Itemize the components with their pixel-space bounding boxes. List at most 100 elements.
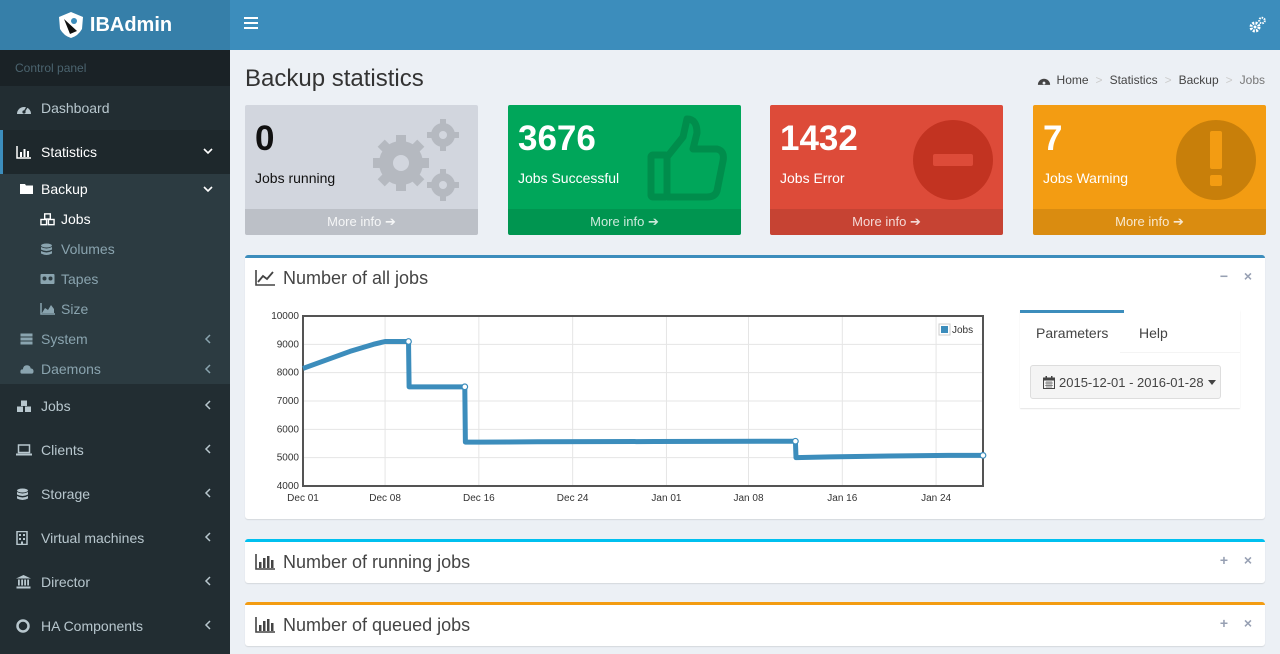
collapse-button[interactable]: − bbox=[1219, 268, 1229, 284]
breadcrumb-backup[interactable]: Backup bbox=[1178, 73, 1219, 87]
expand-button[interactable]: + bbox=[1219, 552, 1229, 568]
stat-label: Jobs Warning bbox=[1043, 170, 1129, 186]
stat-number: 0 bbox=[255, 119, 275, 158]
box-header: Number of all jobs − × bbox=[245, 258, 1265, 298]
sidebar-item-label: Clients bbox=[41, 442, 84, 458]
sidebar-item-storage[interactable]: Storage bbox=[0, 472, 230, 516]
sidebar-sub-label: Jobs bbox=[61, 211, 91, 227]
stat-label: Jobs running bbox=[255, 170, 336, 186]
expand-button[interactable]: + bbox=[1219, 615, 1229, 631]
plot-border bbox=[302, 315, 984, 487]
x-tick-label: Jan 16 bbox=[827, 493, 857, 504]
minus-circle-icon bbox=[913, 120, 993, 200]
stat-box-warning: 7 Jobs Warning More info ➔ bbox=[1033, 105, 1266, 235]
y-tick-label: 4000 bbox=[277, 481, 300, 492]
caret-down-icon bbox=[1207, 379, 1216, 385]
breadcrumb-home[interactable]: Home bbox=[1056, 73, 1089, 87]
box-header: Number of running jobs + × bbox=[245, 542, 1265, 582]
cogs-icon bbox=[373, 119, 459, 201]
breadcrumb-statistics[interactable]: Statistics bbox=[1109, 73, 1158, 87]
more-info-link[interactable]: More info ➔ bbox=[508, 209, 741, 235]
x-tick-label: Dec 16 bbox=[463, 493, 495, 504]
more-info-link[interactable]: More info ➔ bbox=[245, 209, 478, 235]
sidebar-item-backup-tapes[interactable]: Tapes bbox=[0, 264, 230, 294]
stat-box-error: 1432 Jobs Error More info ➔ bbox=[770, 105, 1003, 235]
data-point bbox=[792, 437, 799, 445]
arrow-circle-right-icon: ➔ bbox=[909, 214, 921, 229]
sidebar-item-backup-size[interactable]: Size bbox=[0, 294, 230, 324]
sidebar-item-label: HA Components bbox=[41, 618, 143, 634]
tab-help[interactable]: Help bbox=[1139, 325, 1168, 341]
cubes-icon bbox=[40, 212, 55, 226]
chevron-left-icon bbox=[204, 532, 211, 542]
thumbs-up-icon bbox=[647, 115, 727, 201]
tab-parameters[interactable]: Parameters bbox=[1020, 310, 1125, 354]
stat-box-running: 0 Jobs running More info ➔ bbox=[245, 105, 478, 235]
params-tabs: Parameters Help 2015-12-01 - 2016-01-28 bbox=[1020, 310, 1240, 408]
cubes-icon bbox=[16, 399, 32, 413]
sidebar-item-label: Dashboard bbox=[41, 100, 110, 116]
y-tick-label: 10000 bbox=[271, 311, 299, 322]
sidebar-item-statistics[interactable]: Statistics bbox=[0, 130, 230, 174]
breadcrumb-current: Jobs bbox=[1239, 73, 1265, 87]
close-button[interactable]: × bbox=[1243, 552, 1253, 568]
sidebar-item-backup-jobs[interactable]: Jobs bbox=[0, 204, 230, 234]
stat-number: 1432 bbox=[780, 119, 858, 158]
box-title: Number of queued jobs bbox=[283, 614, 471, 635]
sidebar-item-ha-components[interactable]: HA Components bbox=[0, 604, 230, 648]
box-header: Number of queued jobs + × bbox=[245, 605, 1265, 645]
arrow-circle-right-icon: ➔ bbox=[384, 214, 396, 229]
logo-icon bbox=[58, 12, 83, 38]
top-navbar bbox=[230, 0, 1280, 50]
bank-icon bbox=[16, 575, 32, 589]
sidebar-item-virtual-machines[interactable]: Virtual machines bbox=[0, 516, 230, 560]
queued-jobs-box: Number of queued jobs + × bbox=[245, 602, 1265, 646]
all-jobs-chart: 4000 5000 6000 7000 8000 9000 10000 Dec 01 Dec 0… bbox=[271, 311, 987, 504]
sidebar-item-dashboard[interactable]: Dashboard bbox=[0, 86, 230, 130]
chevron-down-icon bbox=[203, 148, 213, 155]
page-title: Backup statistics bbox=[245, 65, 424, 92]
sidebar-item-system[interactable]: System bbox=[0, 324, 230, 354]
area-chart-icon bbox=[40, 303, 55, 316]
sidebar-item-label: Virtual machines bbox=[41, 530, 145, 546]
running-jobs-box: Number of running jobs + × bbox=[245, 539, 1265, 583]
more-info-link[interactable]: More info ➔ bbox=[770, 209, 1003, 235]
settings-gears-icon[interactable] bbox=[1248, 16, 1266, 34]
sidebar-item-label: Storage bbox=[41, 486, 91, 502]
all-jobs-box: Number of all jobs − × 4000 5000 6000 7000 8… bbox=[245, 255, 1265, 519]
chevron-left-icon bbox=[204, 444, 211, 454]
sidebar-item-backup[interactable]: Backup bbox=[0, 174, 230, 204]
data-point bbox=[461, 383, 469, 391]
y-tick-label: 5000 bbox=[277, 453, 300, 464]
sidebar-item-jobs[interactable]: Jobs bbox=[0, 384, 230, 428]
line-chart-icon bbox=[255, 270, 275, 286]
more-info-link[interactable]: More info ➔ bbox=[1033, 209, 1266, 235]
x-tick-label: Dec 01 bbox=[287, 493, 319, 504]
sidebar-item-label: Jobs bbox=[41, 398, 71, 414]
chevron-left-icon bbox=[204, 334, 211, 344]
laptop-icon bbox=[16, 443, 32, 457]
sidebar-item-backup-volumes[interactable]: Volumes bbox=[0, 234, 230, 264]
x-tick-label: Jan 24 bbox=[921, 493, 951, 504]
main-content: Backup statistics Home > Statistics > Ba… bbox=[245, 50, 1266, 654]
close-button[interactable]: × bbox=[1243, 615, 1253, 631]
calendar-icon bbox=[1043, 375, 1055, 389]
close-button[interactable]: × bbox=[1243, 268, 1253, 284]
sidebar-item-daemons[interactable]: Daemons bbox=[0, 354, 230, 384]
sidebar-item-director[interactable]: Director bbox=[0, 560, 230, 604]
chevron-down-icon bbox=[203, 186, 213, 193]
x-tick-label: Jan 08 bbox=[734, 493, 764, 504]
sidebar-sub-label: Backup bbox=[41, 181, 88, 197]
sidebar-item-clients[interactable]: Clients bbox=[0, 428, 230, 472]
cloud-icon bbox=[20, 363, 34, 376]
daterange-value: 2015-12-01 - 2016-01-28 bbox=[1059, 374, 1204, 390]
stat-box-successful: 3676 Jobs Successful More info ➔ bbox=[508, 105, 741, 235]
chevron-left-icon bbox=[204, 620, 211, 630]
sidebar-toggle-icon[interactable] bbox=[244, 17, 258, 33]
stat-label: Jobs Error bbox=[780, 170, 845, 186]
app-name: IBAdmin bbox=[89, 13, 173, 36]
app-logo[interactable]: IBAdmin bbox=[0, 0, 230, 50]
y-tick-label: 7000 bbox=[277, 396, 300, 407]
chevron-left-icon bbox=[204, 400, 211, 410]
daterange-button[interactable]: 2015-12-01 - 2016-01-28 bbox=[1030, 365, 1221, 399]
